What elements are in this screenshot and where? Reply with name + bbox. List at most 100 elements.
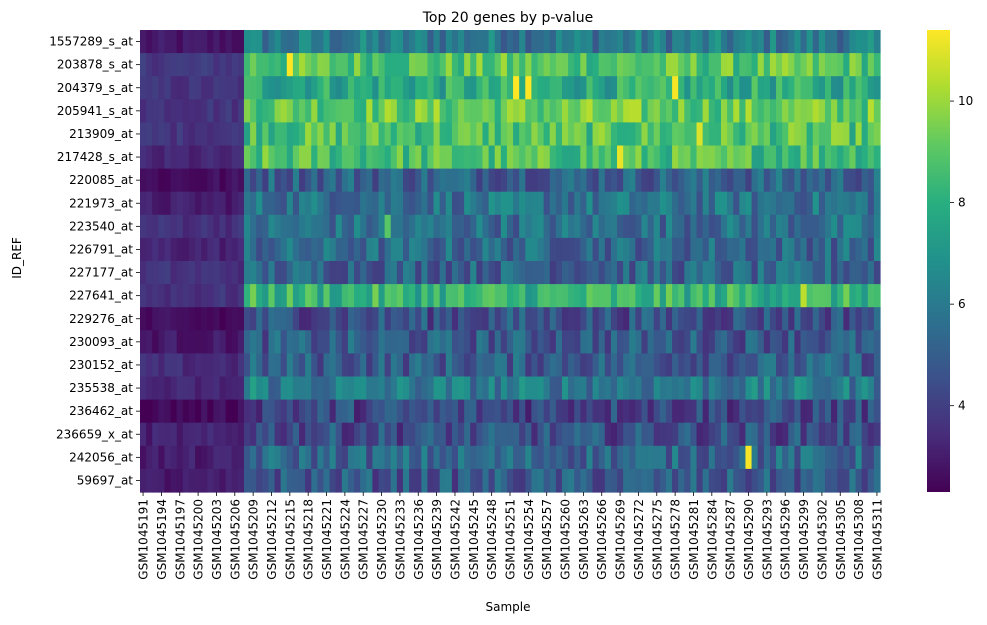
heatmap-cell [195,30,202,54]
heatmap-cell [500,122,508,147]
heatmap-cell [494,353,502,378]
row-label: 205941_s_at [57,104,133,118]
heatmap-cell [311,261,318,285]
column-label: GSM1045194 [155,499,169,580]
heatmap-cell [372,261,380,285]
heatmap-cell [794,30,802,54]
heatmap-cell [140,168,147,193]
heatmap-cell [873,445,881,470]
heatmap-cell [702,376,710,401]
heatmap-cell [158,284,166,308]
heatmap-cell [604,445,612,470]
heatmap-cell [751,99,759,123]
heatmap-cell [170,376,178,401]
heatmap-cell [849,53,857,77]
heatmap-cell [513,422,520,447]
heatmap-cell [182,399,190,424]
heatmap-cell [592,353,600,378]
heatmap-cell [378,445,386,470]
heatmap-cell [739,122,747,147]
heatmap-cell [537,422,545,447]
heatmap-cell [299,122,306,147]
heatmap-cell [494,122,502,147]
heatmap-cell [519,468,526,493]
heatmap-cell [372,168,380,193]
heatmap-cell [653,445,661,470]
heatmap-cell [506,30,514,54]
heatmap-cell [347,330,355,354]
heatmap-cell [629,145,636,170]
heatmap-cell [513,53,520,77]
heatmap-cell [531,261,539,285]
heatmap-cell [488,399,496,424]
heatmap-cell [659,468,667,493]
heatmap-cell [378,30,386,54]
heatmap-cell [354,191,361,216]
heatmap-cell [818,214,826,239]
heatmap-cell [305,261,312,285]
heatmap-cell [525,353,533,378]
heatmap-cell [299,76,306,100]
heatmap-cell [500,445,508,470]
heatmap-cell [824,99,832,123]
heatmap-cell [525,422,533,447]
heatmap-cell [665,30,673,54]
heatmap-cell [188,76,196,100]
heatmap-cell [824,445,832,470]
heatmap-cell [188,422,196,447]
heatmap-cell [164,237,172,262]
heatmap-cell [665,99,673,123]
heatmap-cell [396,445,404,470]
heatmap-cell [543,261,551,285]
heatmap-cell [519,261,526,285]
heatmap-cell [152,53,159,77]
heatmap-cell [494,422,502,447]
heatmap-cell [763,168,771,193]
heatmap-cell [445,422,453,447]
heatmap-cell [855,261,863,285]
heatmap-cell [812,284,820,308]
heatmap-cell [519,445,526,470]
heatmap-cell [421,30,429,54]
heatmap-cell [720,307,728,331]
heatmap-cell [317,168,325,193]
heatmap-cell [824,376,832,401]
heatmap-cell [390,191,398,216]
heatmap-cell [494,76,502,100]
heatmap-cell [549,307,557,331]
heatmap-cell [292,399,300,424]
heatmap-cell [647,399,655,424]
heatmap-cell [415,122,422,147]
heatmap-cell [366,284,373,308]
heatmap-cell [727,53,734,77]
heatmap-cell [219,422,227,447]
heatmap-cell [757,214,765,239]
heatmap-cell [745,191,753,216]
heatmap-cell [317,261,325,285]
heatmap-cell [402,353,410,378]
heatmap-cell [708,376,716,401]
heatmap-cell [409,445,416,470]
heatmap-cell [733,76,740,100]
heatmap-cell [867,168,875,193]
heatmap-cell [788,168,795,193]
heatmap-cell [372,30,380,54]
heatmap-cell [433,191,441,216]
heatmap-cell [751,30,759,54]
heatmap-cell [237,168,245,193]
heatmap-cell [678,53,685,77]
heatmap-cell [506,445,514,470]
heatmap-cell [256,284,263,308]
heatmap-cell [476,237,484,262]
heatmap-cell [763,30,771,54]
heatmap-cell [812,53,820,77]
heatmap-cell [347,307,355,331]
heatmap-cell [824,307,832,331]
heatmap-cell [384,353,392,378]
heatmap-cell [708,145,716,170]
heatmap-cell [702,53,710,77]
row-label: 203878_s_at [57,58,133,72]
heatmap-cell [237,122,245,147]
heatmap-cell [604,237,612,262]
heatmap-cell [286,261,294,285]
